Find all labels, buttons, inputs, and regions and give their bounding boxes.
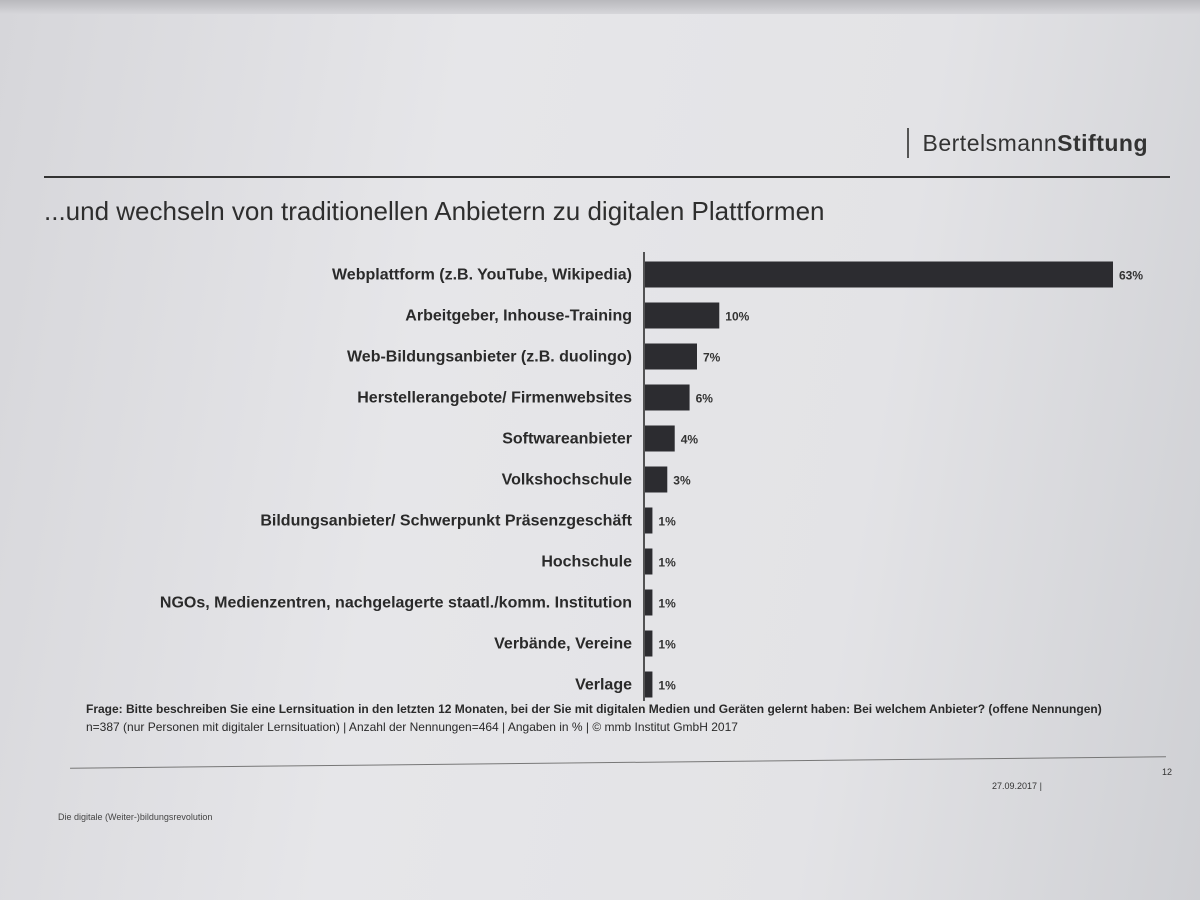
category-label: Web-Bildungsanbieter (z.B. duolingo): [347, 349, 632, 366]
category-label: Herstellerangebote/ Firmenwebsites: [357, 390, 632, 407]
bar: [645, 548, 653, 575]
logo-text-regular: Bertelsmann: [922, 130, 1058, 156]
bar: [645, 261, 1113, 288]
bar: [645, 589, 653, 616]
page-edge: [0, 0, 1200, 14]
category-label: Verlage: [575, 677, 632, 694]
category-label: NGOs, Medienzentren, nachgelagerte staat…: [160, 595, 632, 612]
bar: [645, 384, 690, 411]
slide-date: 27.09.2017 |: [992, 781, 1042, 791]
bar: [645, 302, 720, 329]
slide-date-text: 27.09.2017: [992, 781, 1038, 791]
bar: [645, 343, 697, 370]
value-label: 1%: [658, 679, 676, 693]
value-label: 3%: [673, 474, 691, 488]
footnote-sample: n=387 (nur Personen mit digitaler Lernsi…: [86, 720, 738, 734]
date-separator: |: [1039, 781, 1042, 791]
bertelsmann-stiftung-logo: BertelsmannStiftung: [906, 128, 1148, 158]
category-label: Webplattform (z.B. YouTube, Wikipedia): [332, 267, 632, 284]
bar: [645, 671, 653, 698]
footnote: Frage: Bitte beschreiben Sie eine Lernsi…: [86, 702, 1166, 734]
category-label: Bildungsanbieter/ Schwerpunkt Präsenzges…: [260, 513, 632, 530]
category-label: Arbeitgeber, Inhouse-Training: [405, 308, 632, 325]
bar: [645, 466, 668, 493]
category-label: Verbände, Vereine: [494, 636, 632, 653]
footer-presentation-title: Die digitale (Weiter-)bildungsrevolution: [58, 812, 213, 822]
value-label: 4%: [681, 433, 699, 447]
value-label: 10%: [725, 310, 749, 324]
value-label: 1%: [658, 556, 676, 570]
value-label: 7%: [703, 351, 721, 365]
value-label: 6%: [696, 392, 714, 406]
category-label: Volkshochschule: [502, 472, 633, 489]
category-label: Hochschule: [541, 554, 632, 571]
value-label: 1%: [658, 597, 676, 611]
logo-text-bold: Stiftung: [1057, 130, 1148, 156]
value-label: 1%: [658, 638, 676, 652]
category-label: Softwareanbieter: [502, 431, 632, 448]
bar: [645, 630, 653, 657]
header-divider: [44, 176, 1170, 178]
page-number: 12: [1162, 767, 1173, 777]
bar: [645, 507, 653, 534]
slide-title: ...und wechseln von traditionellen Anbie…: [44, 196, 825, 226]
value-label: 63%: [1119, 269, 1143, 283]
footnote-question: Frage: Bitte beschreiben Sie eine Lernsi…: [86, 702, 1102, 716]
bar: [645, 425, 675, 452]
value-label: 1%: [658, 515, 676, 529]
